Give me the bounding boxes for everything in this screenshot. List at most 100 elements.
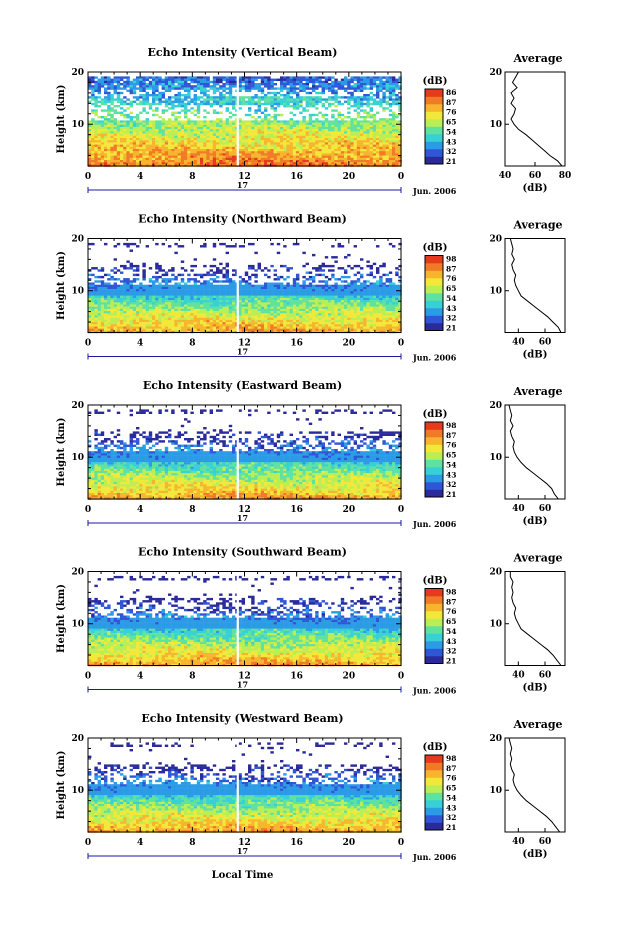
- heatmap-cell: [292, 306, 297, 310]
- heatmap-cell: [254, 122, 258, 125]
- heatmap-cell: [264, 291, 268, 294]
- heatmap-cell: [110, 291, 114, 294]
- heatmap-cell: [270, 135, 274, 139]
- heatmap-cell: [382, 129, 386, 132]
- heatmap-cell: [398, 297, 402, 301]
- heatmap-cell: [289, 120, 293, 123]
- heatmap-cell: [328, 264, 332, 268]
- heatmap-cell: [372, 142, 377, 145]
- heatmap-cell: [286, 91, 290, 95]
- heatmap-cell: [228, 100, 233, 103]
- heatmap-cell: [142, 271, 146, 274]
- heatmap-cell: [350, 91, 354, 95]
- heatmap-cell: [219, 149, 223, 152]
- heatmap-cell: [312, 146, 316, 150]
- heatmap-cell: [372, 129, 377, 132]
- heatmap-cell: [347, 133, 351, 136]
- heatmap-cell: [196, 295, 201, 299]
- heatmap-cell: [353, 120, 357, 123]
- heatmap-cell: [344, 306, 348, 310]
- heatmap-cell: [392, 76, 396, 79]
- heatmap-cell: [219, 306, 223, 310]
- heatmap-cell: [273, 289, 277, 292]
- heatmap-cell: [104, 293, 108, 296]
- heatmap-cell: [331, 131, 335, 134]
- heatmap-cell: [392, 111, 396, 114]
- heatmap-cell: [177, 286, 181, 290]
- heatmap-cell: [360, 144, 364, 147]
- heatmap-cell: [129, 282, 133, 285]
- heatmap-cell: [200, 144, 204, 147]
- heatmap-cell: [395, 308, 399, 312]
- heatmap-cell: [312, 98, 316, 101]
- heatmap-cell: [299, 160, 303, 163]
- heatmap-cell: [168, 302, 172, 305]
- heatmap-cell: [148, 280, 153, 283]
- heatmap-cell: [398, 275, 402, 279]
- heatmap-cell: [398, 308, 402, 312]
- heatmap-cell: [318, 111, 322, 114]
- heatmap-cell: [206, 302, 210, 305]
- heatmap-cell: [254, 157, 258, 161]
- heatmap-cell: [206, 284, 210, 288]
- heatmap-cell: [321, 142, 325, 145]
- heatmap-cell: [286, 102, 290, 106]
- heatmap-cell: [238, 155, 242, 158]
- heatmap-cell: [129, 122, 133, 125]
- heatmap-cell: [155, 242, 159, 246]
- heatmap-cell: [196, 304, 201, 307]
- heatmap-cell: [366, 160, 370, 163]
- heatmap-cell: [337, 111, 341, 114]
- heatmap-cell: [94, 98, 98, 101]
- heatmap-cell: [308, 78, 313, 81]
- heatmap-cell: [312, 127, 316, 130]
- heatmap-cell: [251, 83, 255, 86]
- heatmap-cell: [376, 127, 380, 130]
- heatmap-cell: [379, 135, 383, 139]
- heatmap-cell: [248, 293, 252, 296]
- heatmap-cell: [136, 102, 140, 106]
- heatmap-cell: [340, 83, 345, 86]
- heatmap-cell: [283, 304, 287, 307]
- heatmap-cell: [168, 245, 172, 248]
- heatmap-cell: [257, 264, 261, 268]
- heatmap-cell: [126, 162, 130, 165]
- heatmap-cell: [148, 289, 153, 292]
- heatmap-cell: [168, 120, 172, 123]
- heatmap-cell: [299, 289, 303, 292]
- heatmap-cell: [283, 127, 287, 130]
- heatmap-cell: [283, 85, 287, 88]
- heatmap-cell: [100, 80, 105, 84]
- heatmap-cell: [110, 284, 114, 288]
- heatmap-cell: [88, 142, 92, 145]
- heatmap-cell: [126, 124, 130, 128]
- heatmap-cell: [360, 297, 364, 301]
- heatmap-cell: [241, 300, 245, 303]
- heatmap-cell: [164, 286, 169, 290]
- heatmap-cell: [308, 153, 313, 156]
- heatmap-cell: [270, 91, 274, 95]
- heatmap-cell: [340, 306, 345, 310]
- heatmap-cell: [248, 300, 252, 303]
- heatmap-cell: [280, 87, 284, 90]
- heatmap-cell: [267, 286, 271, 290]
- heatmap-cell: [312, 80, 316, 84]
- heatmap-cell: [212, 85, 217, 88]
- heatmap-cell: [91, 295, 95, 299]
- heatmap-cell: [200, 76, 204, 79]
- heatmap-cell: [228, 124, 233, 128]
- heatmap-cell: [292, 122, 297, 125]
- heatmap-cell: [286, 300, 290, 303]
- heatmap-cell: [273, 306, 277, 310]
- average-y-tick-label: 20: [489, 68, 502, 78]
- heatmap-cell: [292, 308, 297, 312]
- heatmap-cell: [196, 146, 201, 150]
- heatmap-cell: [120, 131, 124, 134]
- heatmap-cell: [321, 151, 325, 154]
- heatmap-cell: [353, 102, 357, 106]
- heatmap-cell: [273, 149, 277, 152]
- heatmap-cell: [200, 151, 204, 154]
- heatmap-cell: [129, 249, 133, 252]
- heatmap-cell: [276, 135, 281, 139]
- heatmap-cell: [193, 89, 197, 92]
